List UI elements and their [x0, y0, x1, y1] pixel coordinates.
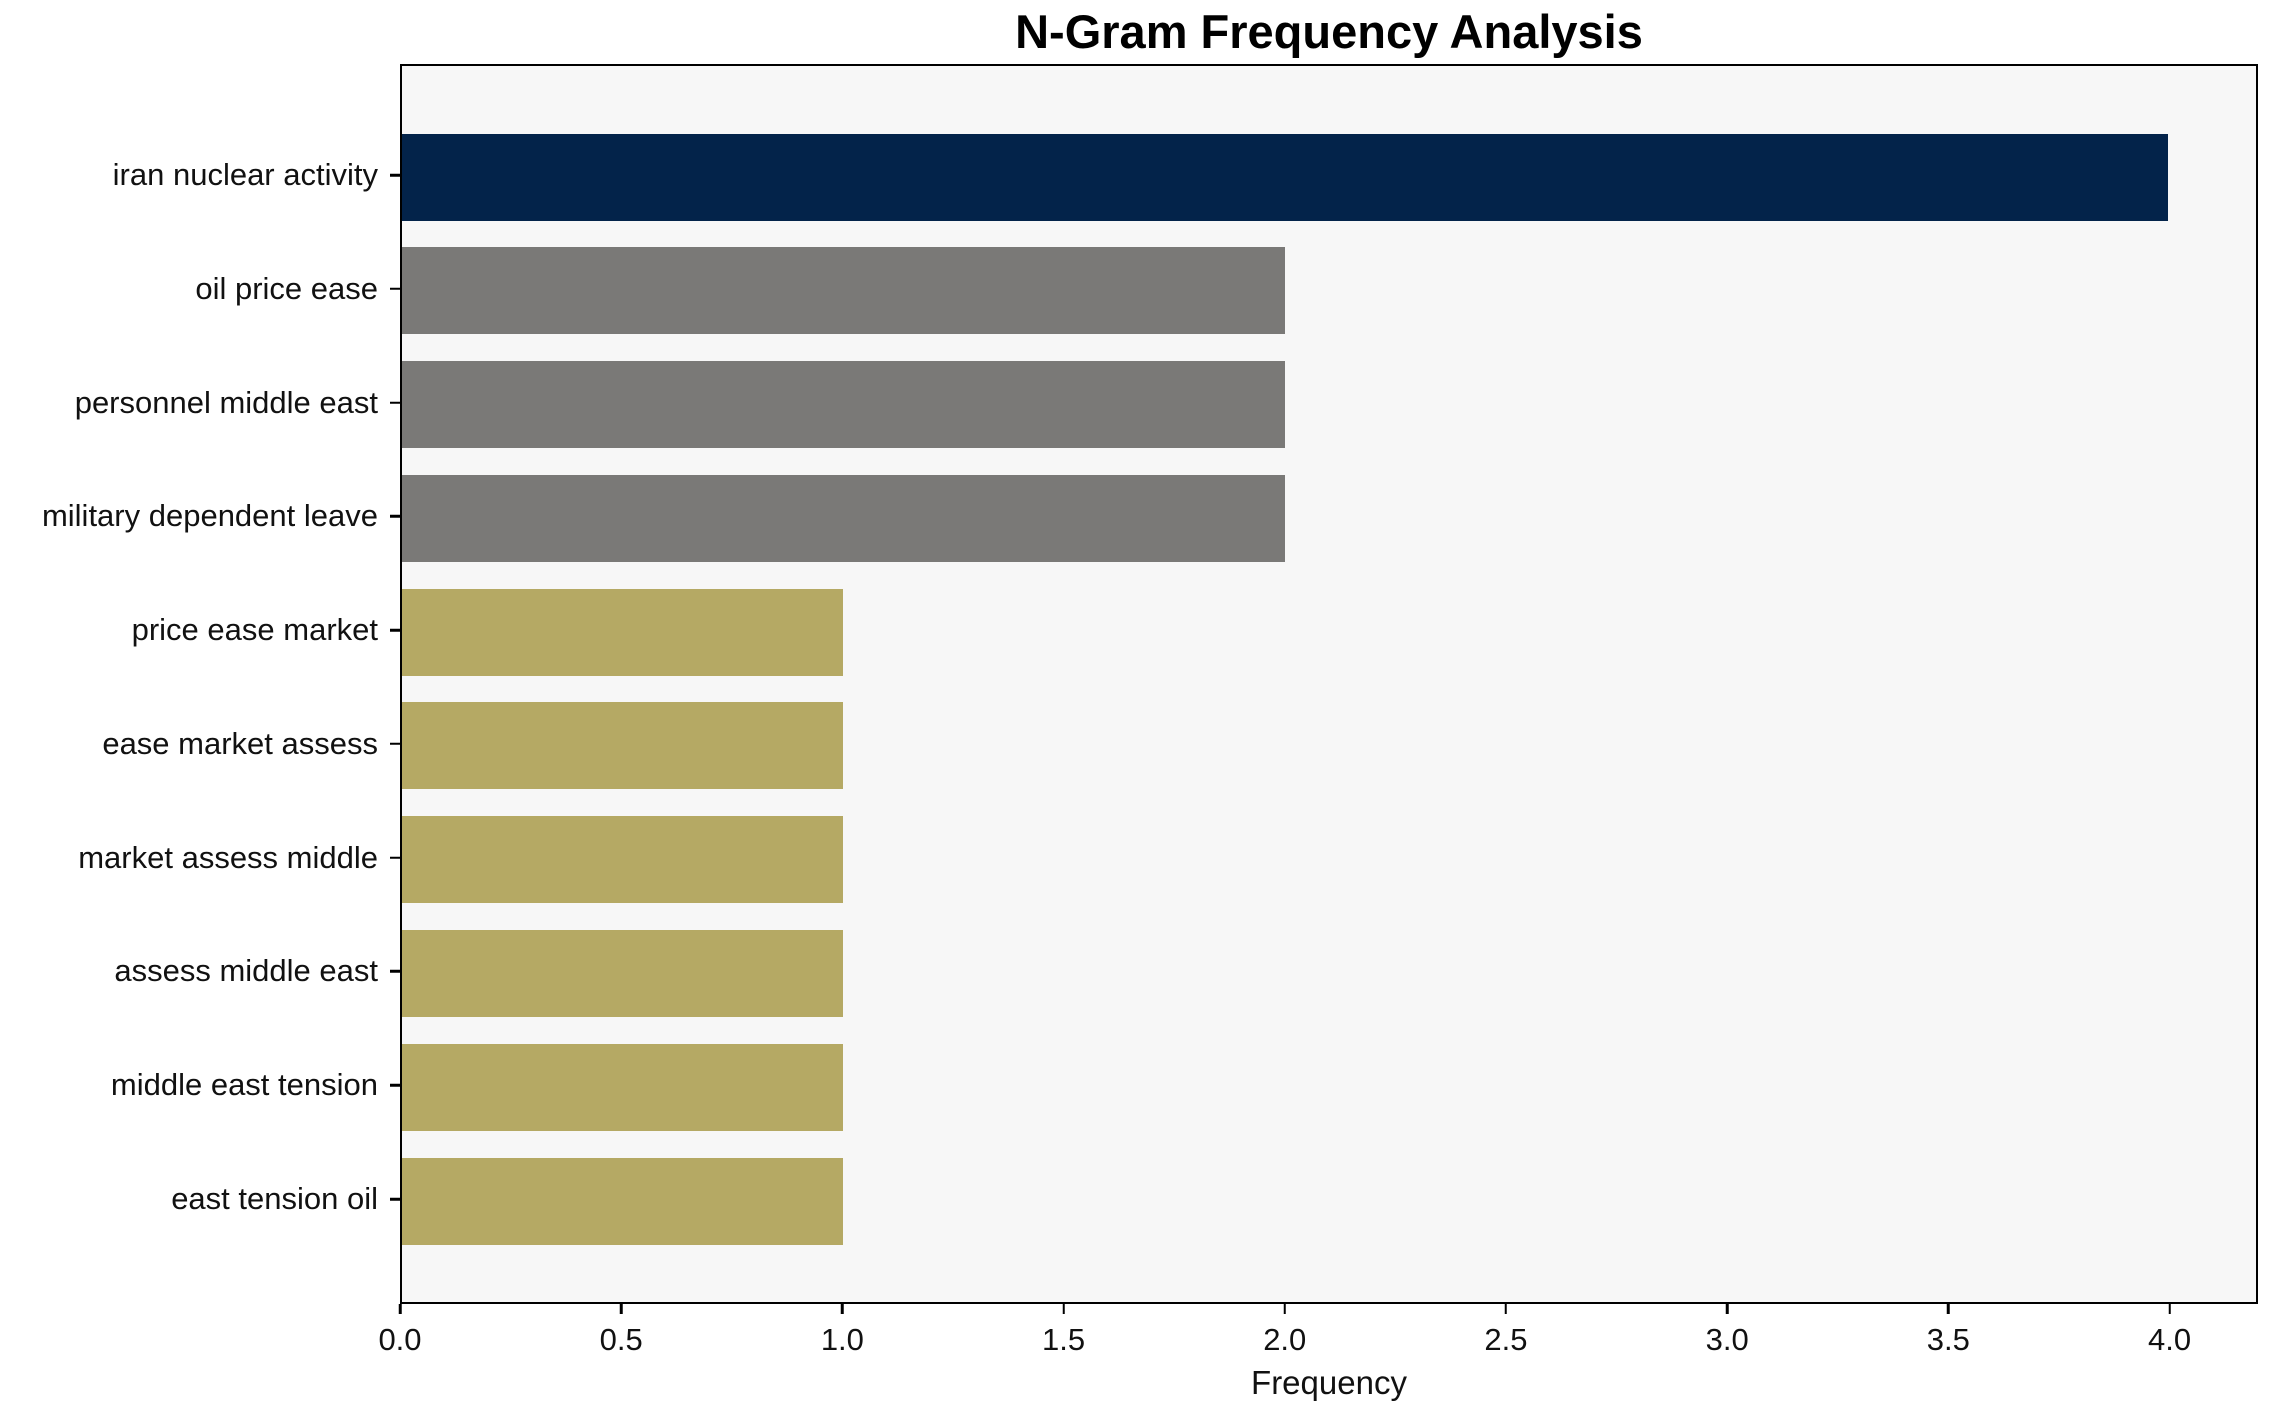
y-tick-mark	[390, 515, 400, 518]
x-tick-label: 3.0	[1705, 1322, 1749, 1357]
x-tick-label: 1.5	[1042, 1322, 1086, 1357]
x-tick-mark	[1947, 1304, 1950, 1314]
x-tick-label: 3.5	[1926, 1322, 1970, 1357]
x-tick-label: 1.0	[820, 1322, 864, 1357]
y-tick-mark	[390, 742, 400, 746]
y-tick-mark	[390, 173, 400, 177]
x-axis-label: Frequency	[1251, 1364, 1407, 1401]
x-tick-label: 2.5	[1484, 1322, 1528, 1357]
y-tick-mark	[390, 401, 400, 404]
y-tick-label: assess middle east	[114, 953, 378, 989]
y-tick-label: ease market assess	[102, 725, 378, 761]
x-tick-label: 0.5	[599, 1322, 643, 1357]
bar	[402, 1157, 844, 1245]
x-tick-label: 4.0	[2147, 1322, 2192, 1357]
bar	[402, 588, 844, 676]
bar	[402, 133, 2168, 221]
y-tick-mark	[390, 970, 400, 973]
x-tick-mark	[1725, 1304, 1729, 1314]
y-tick-mark	[390, 287, 400, 291]
bar	[402, 929, 844, 1017]
y-tick-mark	[390, 1083, 400, 1087]
chart-title: N-Gram Frequency Analysis	[1015, 5, 1643, 58]
x-tick-mark	[619, 1304, 623, 1314]
y-tick-label: military dependent leave	[41, 498, 378, 534]
bar	[402, 247, 1285, 335]
x-tick-mark	[841, 1304, 844, 1314]
bar	[402, 361, 1285, 449]
x-tick-mark	[1283, 1304, 1286, 1314]
y-tick-label: east tension oil	[171, 1181, 378, 1217]
y-tick-mark	[390, 856, 400, 859]
bar	[402, 474, 1285, 562]
x-tick-label: 2.0	[1263, 1322, 1307, 1357]
bar	[402, 1043, 844, 1131]
y-axis-labels: iran nuclear activity oil price ease perso…	[0, 0, 378, 1414]
y-tick-label: price ease market	[131, 612, 378, 648]
plot-area	[400, 64, 2258, 1304]
y-tick-label: middle east tension	[110, 1067, 378, 1103]
y-tick-label: iran nuclear activity	[112, 157, 378, 192]
y-tick-mark	[390, 628, 400, 632]
x-tick-mark	[1504, 1304, 1508, 1314]
bar	[402, 816, 844, 904]
x-tick-mark	[1062, 1304, 1065, 1314]
y-tick-mark	[390, 1197, 400, 1201]
x-tick-mark	[2168, 1304, 2171, 1314]
y-tick-label: oil price ease	[195, 270, 378, 306]
x-tick-mark	[398, 1304, 402, 1314]
y-tick-label: market assess middle	[78, 839, 378, 875]
x-tick-label: 0.0	[378, 1322, 422, 1357]
bar	[402, 702, 844, 790]
y-tick-label: personnel middle east	[74, 384, 378, 420]
